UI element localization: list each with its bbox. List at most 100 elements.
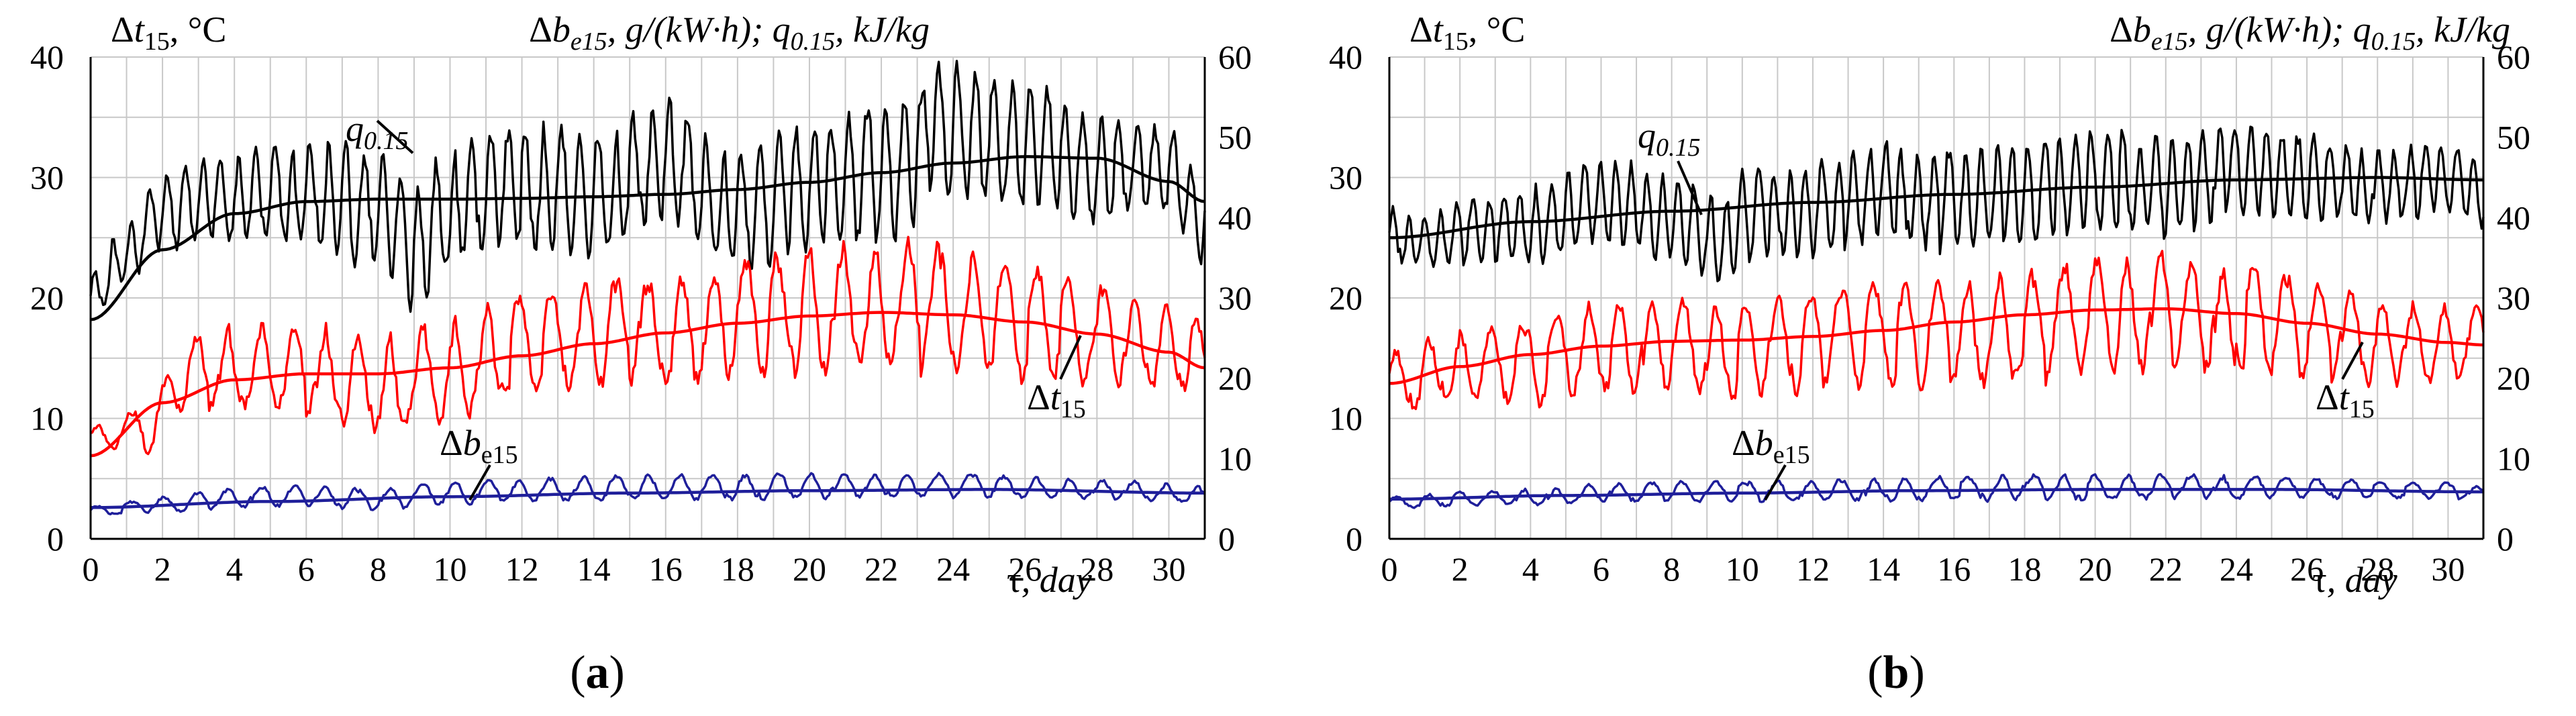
x-tick-label: 22 [2149, 550, 2183, 588]
series--t15-trend [90, 311, 1205, 458]
x-tick-label: 24 [936, 550, 970, 588]
x-tick-label: 10 [1726, 550, 1759, 588]
series--be15-trend [91, 488, 1205, 509]
right-axis-title: Δbe15, g/(kW·h); q0.15, kJ/kg [2110, 9, 2510, 56]
x-tick-label: 2 [1452, 550, 1469, 588]
x-tick-label: 2 [154, 550, 171, 588]
q-label-leader [1677, 160, 1703, 215]
series--be15-measured [1388, 472, 2484, 509]
x-tick-label: 30 [1152, 550, 1185, 588]
x-tick-label: 6 [298, 550, 315, 588]
y-left-tick-label: 40 [30, 38, 64, 76]
y-right-tick-label: 20 [2497, 360, 2530, 397]
series--t15-trend [1389, 307, 2484, 385]
left-axis-title: Δt15, °C [1409, 9, 1525, 56]
series--be15-measured [89, 472, 1206, 516]
grid-b [1389, 56, 2484, 539]
db-label-leader [468, 464, 491, 501]
y-left-tick-label: 0 [47, 520, 64, 558]
y-left-tick-label: 30 [1329, 159, 1363, 197]
y-left-tick-label: 30 [30, 159, 64, 197]
x-tick-label: 30 [2431, 550, 2465, 588]
panel-a: 0 2 4 6 8 10 12 14 16 18 20 22 24 26 28 300102030400102… [30, 9, 1252, 699]
series-b [1388, 125, 2485, 509]
x-tick-label: 20 [793, 550, 826, 588]
axes-a [89, 57, 1206, 540]
y-right-tick-label: 10 [2497, 440, 2530, 477]
y-left-tick-label: 10 [30, 400, 64, 438]
grid-a [91, 56, 1205, 539]
x-tick-label: 12 [505, 550, 539, 588]
q-series-label: q0.15 [1638, 115, 1701, 162]
dt-label-leader [1059, 335, 1082, 380]
y-right-tick-label: 0 [1218, 520, 1235, 558]
panel-b-caption: (b) [1867, 647, 1925, 699]
dt-label-leader [2341, 342, 2364, 380]
x-tick-label: 20 [2079, 550, 2112, 588]
dt-series-label: Δt15 [2316, 377, 2375, 423]
left-axis-title: Δt15, °C [111, 9, 226, 56]
x-tick-label: 18 [721, 550, 754, 588]
x-tick-label: 4 [1522, 550, 1539, 588]
q-series-label: q0.15 [346, 109, 409, 155]
y-left-tick-label: 40 [1329, 38, 1363, 76]
ticks-b: 0 2 4 6 8 10 12 14 16 18 20 22 24 26 28 300102030400102… [1329, 38, 2530, 588]
q-label-leader [376, 119, 414, 154]
x-tick-label: 28 [2361, 550, 2394, 588]
db-label-leader [1764, 464, 1787, 501]
y-right-tick-label: 60 [2497, 38, 2530, 76]
y-left-tick-label: 20 [30, 279, 64, 317]
x-tick-label: 0 [83, 550, 99, 588]
series-q0-15-trend [90, 155, 1205, 321]
x-tick-label: 14 [577, 550, 611, 588]
series-a [89, 60, 1206, 516]
x-tick-label: 24 [2220, 550, 2253, 588]
x-tick-label: 26 [2290, 550, 2324, 588]
series-q0-15-measured [89, 60, 1206, 313]
x-tick-label: 8 [370, 550, 387, 588]
y-right-tick-label: 50 [1218, 119, 1252, 156]
x-axis-title: τ, day [1007, 560, 1092, 600]
dt-series-label: Δt15 [1027, 377, 1086, 423]
x-tick-label: 16 [1937, 550, 1971, 588]
panel-b: 0 2 4 6 8 10 12 14 16 18 20 22 24 26 28 300102030400102… [1329, 9, 2530, 699]
y-right-tick-label: 0 [2497, 520, 2514, 558]
y-right-tick-label: 10 [1218, 440, 1252, 477]
y-right-tick-label: 50 [2497, 119, 2530, 156]
x-tick-label: 14 [1867, 550, 1900, 588]
x-tick-label: 8 [1663, 550, 1680, 588]
db-series-label: Δbe15 [440, 423, 518, 469]
x-tick-label: 12 [1796, 550, 1830, 588]
x-tick-label: 6 [1593, 550, 1609, 588]
series-q0-15-measured [1388, 125, 2485, 283]
x-tick-label: 16 [649, 550, 683, 588]
x-tick-label: 4 [226, 550, 243, 588]
axes-b [1388, 57, 2485, 540]
series--t15-measured [1388, 250, 2485, 411]
series--be15-trend [1389, 488, 2483, 501]
x-tick-label: 18 [2008, 550, 2041, 588]
y-left-tick-label: 10 [1329, 400, 1363, 438]
x-tick-label: 10 [433, 550, 466, 588]
y-right-tick-label: 60 [1218, 38, 1252, 76]
y-left-tick-label: 20 [1329, 279, 1363, 317]
ticks-a: 0 2 4 6 8 10 12 14 16 18 20 22 24 26 28 300102030400102… [30, 38, 1252, 588]
x-axis-title: τ, day [2312, 560, 2397, 600]
y-left-tick-label: 0 [1346, 520, 1363, 558]
y-right-tick-label: 30 [1218, 279, 1252, 317]
x-tick-label: 0 [1381, 550, 1398, 588]
x-tick-label: 26 [1008, 550, 1042, 588]
y-right-tick-label: 20 [1218, 360, 1252, 397]
db-series-label: Δbe15 [1732, 423, 1810, 469]
series-q0-15-trend [1389, 176, 2483, 240]
y-right-tick-label: 40 [1218, 199, 1252, 236]
y-right-tick-label: 30 [2497, 279, 2530, 317]
series--t15-measured [90, 236, 1206, 456]
x-tick-label: 22 [864, 550, 898, 588]
x-tick-label: 28 [1080, 550, 1113, 588]
y-right-tick-label: 40 [2497, 199, 2530, 236]
panel-a-caption: (a) [570, 647, 625, 699]
right-axis-title: Δbe15, g/(kW·h); q0.15, kJ/kg [529, 9, 930, 56]
